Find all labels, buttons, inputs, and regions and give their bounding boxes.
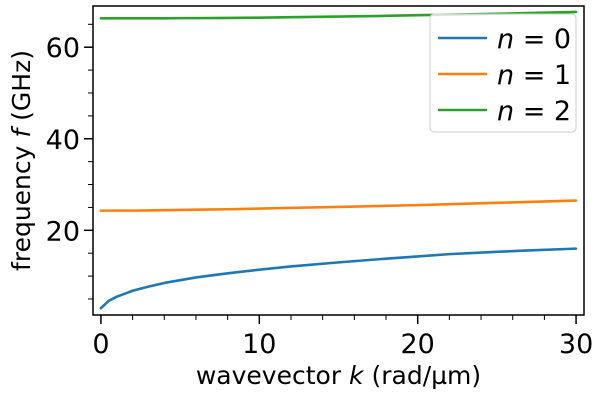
y-axis-label: frequency f (GHz) <box>7 50 36 271</box>
x-tick-label: 10 <box>242 329 276 360</box>
legend-entries: n = 0 n = 1 n = 2 <box>438 24 571 127</box>
plot-frame <box>92 5 585 316</box>
y-axis-label-pre: frequency <box>7 138 36 271</box>
legend-label-n2: n = 2 <box>497 96 571 127</box>
legend-label-n1: n = 1 <box>497 60 571 91</box>
y-tick-label: 20 <box>46 216 80 247</box>
x-axis-label: wavevector k (rad/µm) <box>196 361 481 390</box>
legend-label-n0: n = 0 <box>497 24 571 55</box>
axis-ticks: 0 10 20 30 20 40 60 <box>46 23 593 360</box>
x-tick-label: 20 <box>401 329 435 360</box>
y-tick-label: 40 <box>46 125 80 156</box>
x-axis-label-pre: wavevector <box>196 361 349 390</box>
series-line-n0 <box>99 247 578 310</box>
y-axis-label-post: (GHz) <box>7 50 36 129</box>
legend: n = 0 n = 1 n = 2 <box>429 13 577 133</box>
x-tick-label: 30 <box>559 329 593 360</box>
x-axis-label-var: k <box>349 361 365 390</box>
legend-box <box>429 13 577 133</box>
series-line-n1 <box>99 199 578 212</box>
x-tick-label: 0 <box>92 329 109 360</box>
x-axis-label-post: (rad/µm) <box>364 361 482 390</box>
y-tick-label: 60 <box>46 33 80 64</box>
